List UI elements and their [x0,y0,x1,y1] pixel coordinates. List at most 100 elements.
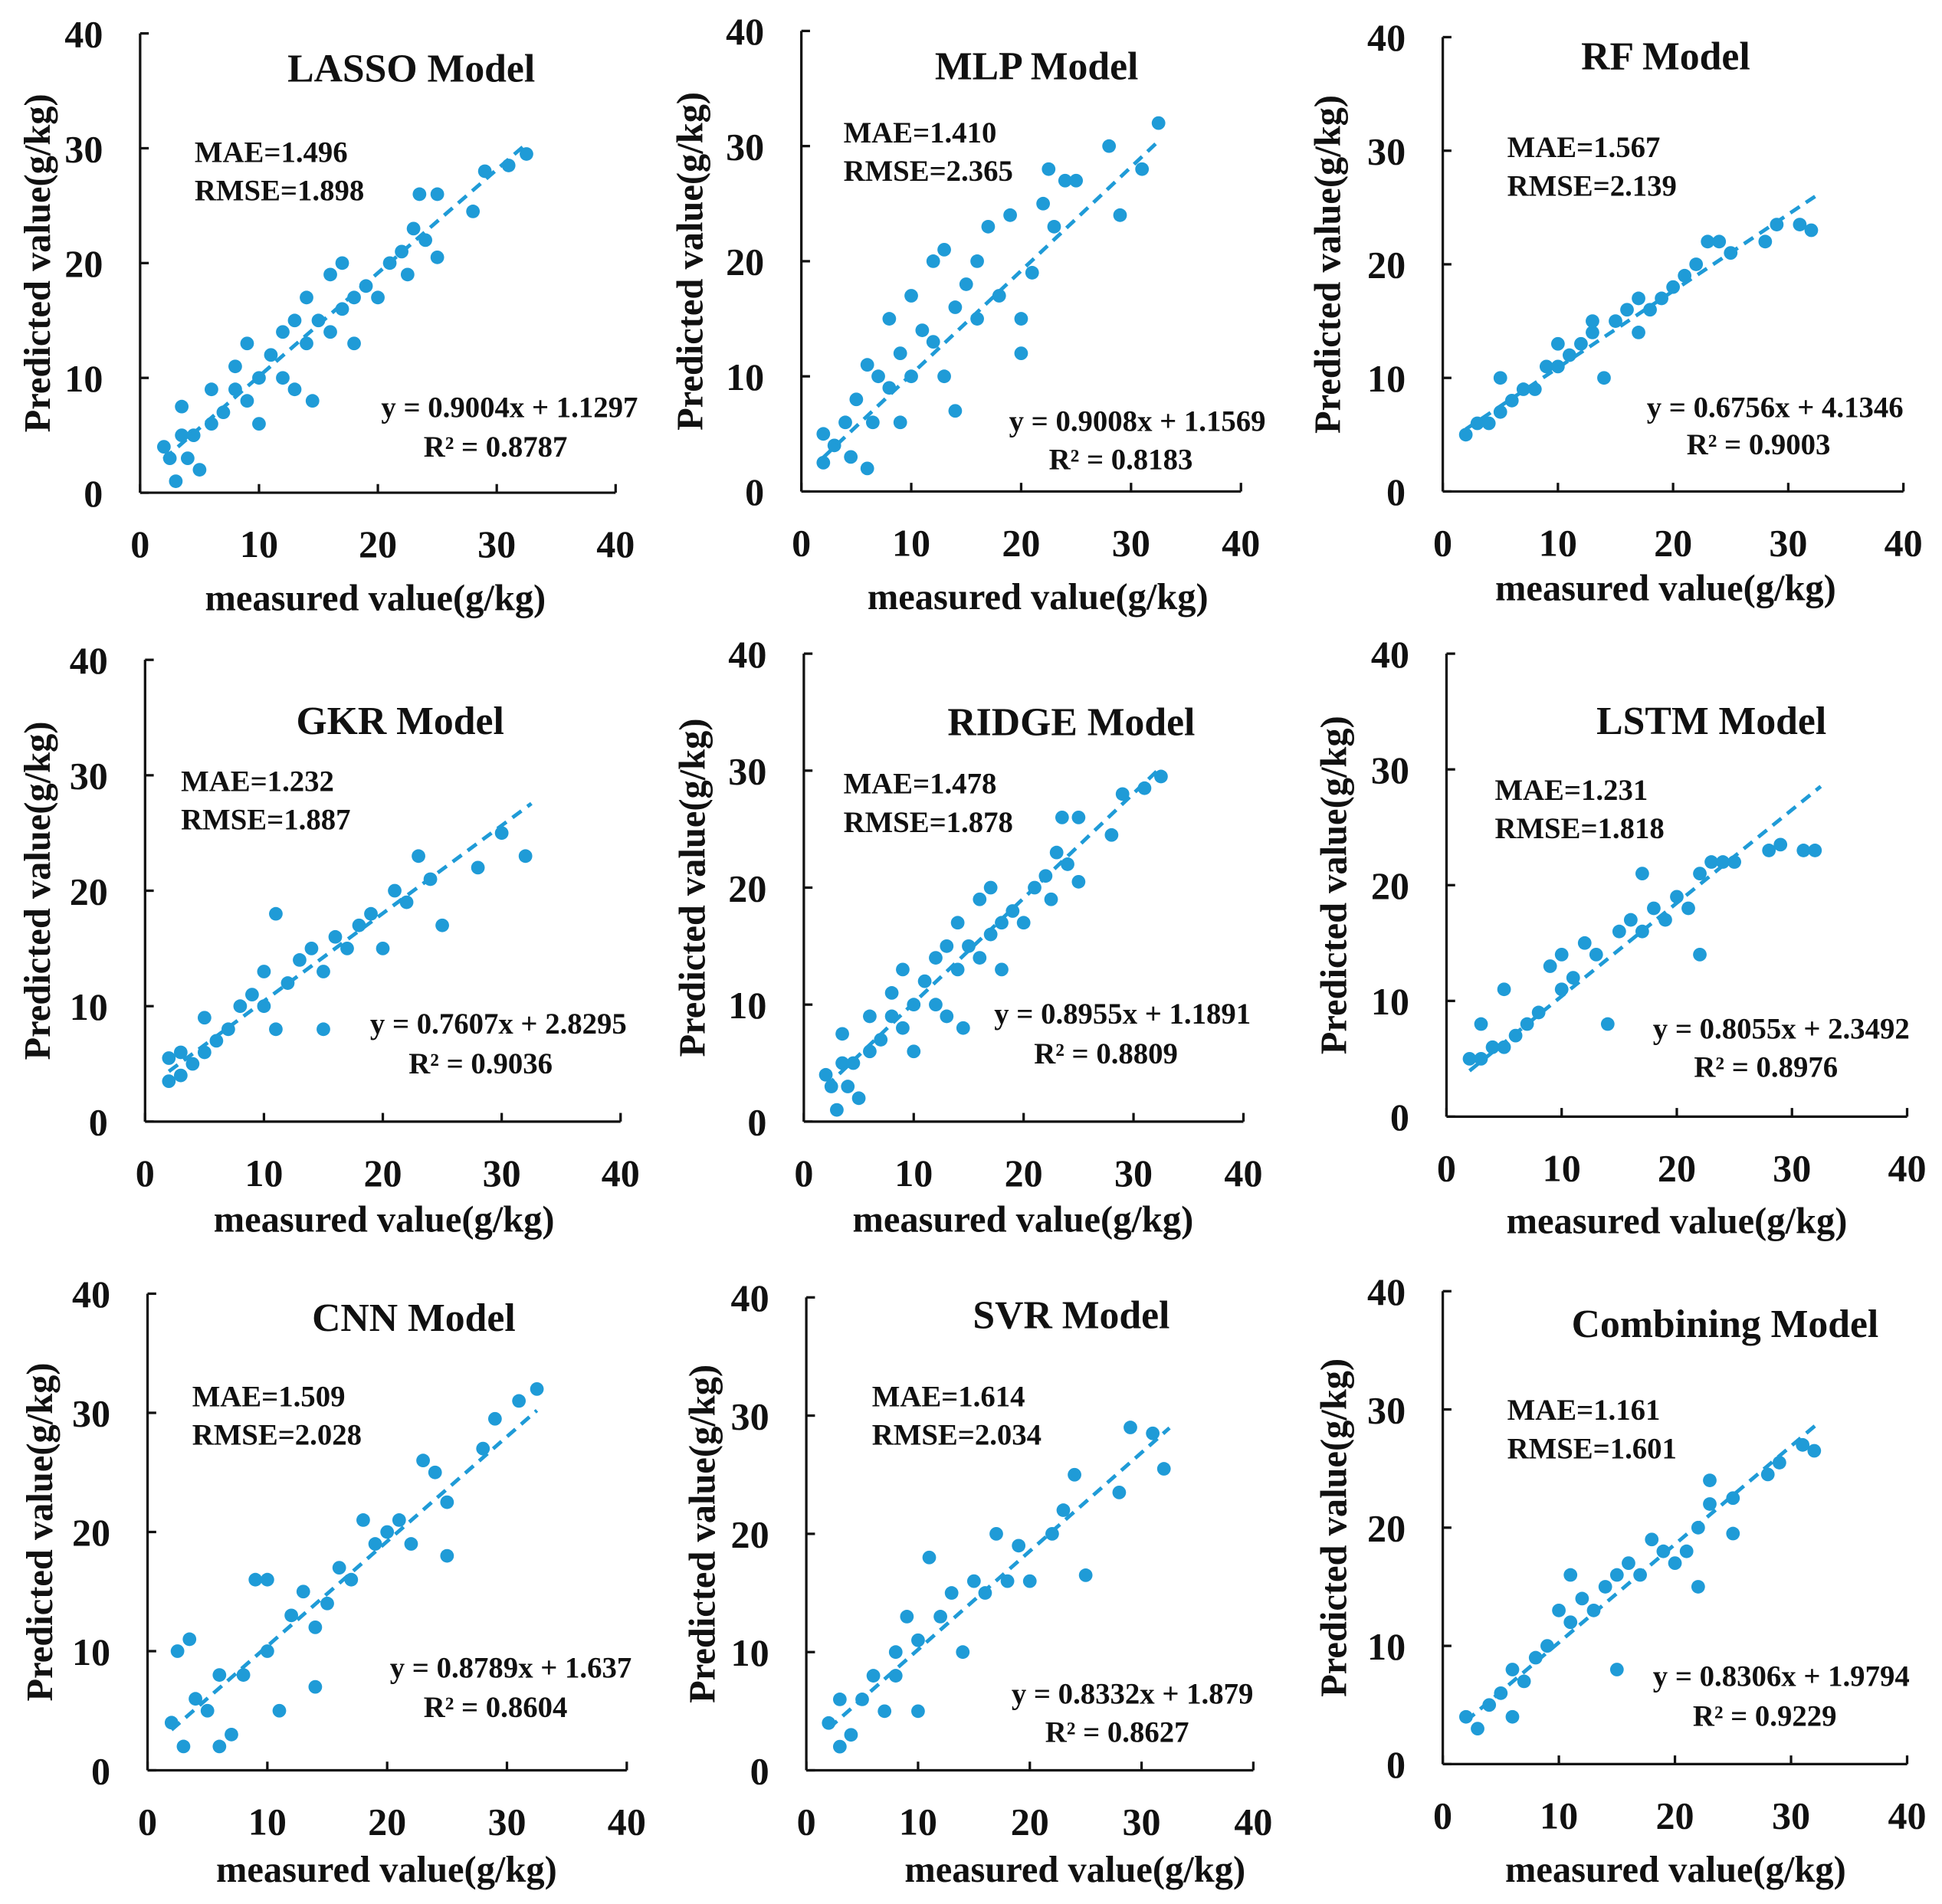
data-point [1124,1421,1137,1434]
data-point [956,1645,970,1660]
r-squared-label: R² = 0.9229 [1693,1699,1837,1732]
data-point [989,1527,1003,1541]
x-tick-label: 40 [1885,521,1923,564]
x-tick-label: 0 [130,523,149,565]
y-tick-label: 20 [70,870,108,913]
x-tick-label: 30 [487,1801,526,1843]
x-tick-label: 10 [1540,1794,1578,1837]
data-point [162,1051,176,1065]
data-point [1574,336,1588,351]
x-tick-label: 10 [1539,521,1577,564]
x-tick-label: 10 [244,1152,283,1195]
data-point [863,1009,877,1024]
x-axis-label: measured value(g/kg) [216,1850,557,1890]
y-tick-label: 20 [1371,864,1409,907]
data-point [860,358,874,372]
x-tick-label: 40 [1234,1801,1272,1843]
regression-line [1465,193,1819,431]
data-point [871,369,885,384]
data-point [1704,855,1718,869]
data-point [392,1513,406,1527]
x-tick-label: 40 [596,523,635,565]
data-point [830,1103,844,1117]
x-tick-label: 0 [797,1801,816,1843]
data-point [1049,845,1064,860]
y-tick-label: 0 [747,1101,766,1144]
y-tick-label: 0 [1386,470,1406,513]
data-point [1071,810,1086,824]
data-point [440,1548,454,1563]
x-tick-label: 20 [1005,1152,1043,1195]
data-point [1575,1591,1589,1606]
data-point [911,1704,925,1719]
data-point [176,1739,191,1754]
data-point [1760,1467,1775,1482]
y-tick-label: 30 [70,755,108,798]
regression-equation: y = 0.8306x + 1.9794 [1653,1660,1910,1693]
scatter-panel: 0 10 20 30 40 0 10 20 30 40 GKR Model MAE=1.232 RMSE… [18,639,640,1240]
r-squared-label: R² = 0.8787 [424,431,568,464]
x-tick-label: 40 [1888,1146,1926,1189]
data-point [1563,1568,1578,1582]
data-point [189,1692,202,1706]
data-point [835,1027,849,1041]
data-point [1712,234,1727,249]
data-point [851,1091,866,1106]
y-tick-label: 20 [731,1513,769,1556]
mae-label: MAE=1.496 [195,136,348,169]
data-point [182,1632,197,1647]
data-point [1458,428,1473,442]
data-point [1563,1615,1578,1630]
regression-line [1465,1420,1822,1723]
y-tick-label: 30 [72,1392,110,1435]
data-point [1014,312,1028,326]
data-point [844,450,858,464]
x-axis-label: measured value(g/kg) [852,1200,1193,1240]
data-point [983,880,998,895]
data-point [371,290,385,305]
data-point [245,988,259,1002]
data-point [1068,1467,1081,1482]
data-point [1586,314,1599,328]
data-point [1474,1017,1488,1031]
x-tick-label: 10 [899,1801,937,1843]
chart-title: CNN Model [312,1296,516,1340]
x-tick-label: 0 [1437,1146,1456,1189]
chart-title: RF Model [1581,34,1750,78]
x-tick-label: 0 [794,1152,813,1195]
data-point [1058,173,1072,188]
data-point [1042,162,1056,176]
x-tick-label: 0 [792,521,811,564]
data-point [173,1045,188,1060]
data-point [1505,1709,1520,1724]
data-point [388,883,402,898]
y-tick-label: 20 [726,241,764,283]
data-point [323,267,337,282]
rmse-label: RMSE=1.818 [1494,812,1664,845]
data-point [900,1610,914,1624]
r-squared-label: R² = 0.9003 [1687,428,1831,461]
scatter-panel: 0 10 20 30 40 0 10 20 30 40 CNN Model MAE=1.509 RMSE… [20,1273,646,1890]
data-point [364,906,378,921]
data-point [1716,855,1730,869]
data-point [1804,223,1819,238]
x-tick-label: 30 [1114,1152,1153,1195]
data-point [948,300,963,314]
data-point [1115,787,1130,801]
mae-label: MAE=1.410 [844,116,997,149]
data-point [1154,769,1168,784]
x-tick-label: 40 [1888,1794,1926,1837]
x-tick-label: 40 [602,1152,640,1195]
data-point [882,312,897,326]
data-point [284,1608,299,1623]
y-tick-label: 40 [1367,16,1406,59]
data-point [435,918,449,932]
y-tick-label: 30 [728,750,766,793]
data-point [1612,924,1626,939]
data-point [1793,218,1807,231]
data-point [340,941,354,955]
y-tick-label: 10 [72,1630,110,1673]
data-point [1623,913,1638,927]
x-axis-label: measured value(g/kg) [868,577,1209,618]
data-point [950,916,965,930]
